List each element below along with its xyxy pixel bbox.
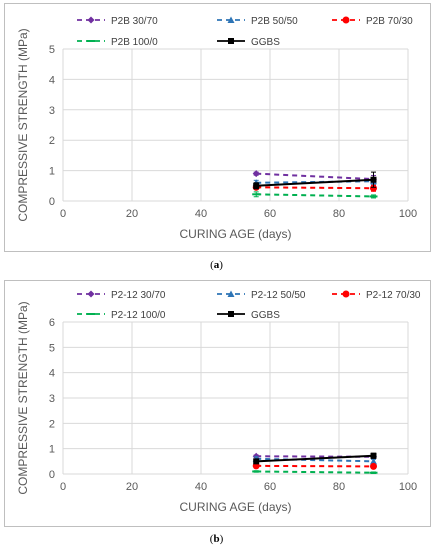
legend-item: P2B 30/70 bbox=[77, 16, 158, 27]
legend-label: P2B 100/0 bbox=[111, 37, 158, 48]
y-tick-label: 1 bbox=[49, 444, 55, 456]
y-axis-title: COMPRESSIVE STRENGTH (MPa) bbox=[16, 301, 30, 494]
series-line bbox=[256, 178, 374, 187]
legend-label: P2-12 30/70 bbox=[111, 290, 166, 301]
caption-b-label: b bbox=[213, 533, 220, 545]
legend-label: P2B 70/30 bbox=[366, 16, 413, 27]
legend-item: P2B 100/0 bbox=[77, 37, 158, 48]
series-line bbox=[256, 457, 374, 463]
y-tick-label: 3 bbox=[49, 105, 55, 117]
legend-item: GGBS bbox=[217, 37, 280, 48]
series-line bbox=[256, 454, 374, 463]
x-tick-label: 100 bbox=[399, 481, 417, 493]
y-tick-label: 6 bbox=[49, 317, 55, 329]
y-tick-label: 2 bbox=[49, 418, 55, 430]
caption-a: (a) bbox=[210, 259, 223, 271]
legend-label: P2-12 100/0 bbox=[111, 310, 166, 321]
y-tick-labels: 0 1 2 3 4 5 bbox=[49, 44, 55, 208]
legend: P2B 30/70 P2B 50/50 P2B 70/30 P2B 100/0 GGBS bbox=[77, 16, 413, 48]
y-tick-label: 3 bbox=[49, 393, 55, 405]
legend-marker bbox=[228, 311, 234, 317]
legend-label: GGBS bbox=[251, 310, 280, 321]
x-tick-label: 0 bbox=[60, 208, 66, 220]
legend-item: GGBS bbox=[217, 310, 280, 321]
x-axis-title: CURING AGE (days) bbox=[179, 500, 291, 514]
legend-label: GGBS bbox=[251, 37, 280, 48]
legend-item: P2B 50/50 bbox=[217, 16, 298, 27]
x-tick-label: 60 bbox=[264, 481, 276, 493]
legend-item: P2B 70/30 bbox=[332, 16, 413, 27]
y-tick-label: 5 bbox=[49, 342, 55, 354]
legend-item: P2-12 70/30 bbox=[332, 290, 421, 301]
series bbox=[252, 462, 377, 470]
x-tick-label: 60 bbox=[264, 208, 276, 220]
legend-item: P2-12 50/50 bbox=[217, 290, 306, 301]
x-tick-label: 100 bbox=[399, 208, 417, 220]
x-tick-label: 40 bbox=[195, 208, 207, 220]
y-tick-label: 2 bbox=[49, 135, 55, 147]
data-point bbox=[370, 452, 377, 459]
x-tick-label: 20 bbox=[126, 208, 138, 220]
x-axis-title: CURING AGE (days) bbox=[179, 227, 291, 241]
data-point bbox=[252, 170, 260, 178]
legend: P2-12 30/70 P2-12 50/50 P2-12 70/30 P2-12 1… bbox=[77, 290, 421, 321]
series bbox=[253, 452, 377, 465]
legend-marker bbox=[227, 16, 235, 23]
y-tick-labels: 0 1 2 3 4 5 6 bbox=[49, 317, 55, 481]
series bbox=[252, 191, 378, 199]
data-point bbox=[370, 184, 377, 192]
legend-label: P2-12 50/50 bbox=[251, 290, 306, 301]
series-line bbox=[256, 193, 374, 198]
legend-item: P2-12 30/70 bbox=[77, 290, 166, 301]
data-point bbox=[370, 457, 377, 465]
chart-b: P2-12 30/70 P2-12 50/50 P2-12 70/30 P2-12 1… bbox=[16, 290, 421, 514]
chart-panel-a: P2B 30/70 P2B 50/50 P2B 70/30 P2B 100/0 GGBS… bbox=[4, 3, 431, 252]
y-tick-label: 0 bbox=[49, 196, 55, 208]
series-line bbox=[256, 186, 374, 190]
series-line bbox=[256, 455, 374, 458]
legend-label: P2-12 70/30 bbox=[366, 290, 421, 301]
data-point bbox=[253, 182, 260, 189]
y-tick-label: 4 bbox=[49, 74, 55, 86]
caption-a-label: a bbox=[213, 259, 220, 271]
gridlines bbox=[62, 48, 409, 202]
legend-marker bbox=[87, 290, 95, 298]
data-point bbox=[370, 462, 377, 470]
data-point bbox=[253, 458, 260, 465]
x-tick-label: 40 bbox=[195, 481, 207, 493]
legend-marker bbox=[342, 16, 350, 24]
legend-marker bbox=[228, 38, 234, 44]
series-line bbox=[256, 470, 374, 474]
y-tick-label: 0 bbox=[49, 469, 55, 481]
data-point bbox=[370, 176, 377, 183]
gridlines bbox=[62, 321, 409, 475]
y-tick-label: 5 bbox=[49, 44, 55, 56]
legend-label: P2B 30/70 bbox=[111, 16, 158, 27]
series-line bbox=[256, 464, 374, 468]
legend-marker bbox=[87, 16, 95, 24]
x-tick-label: 80 bbox=[333, 208, 345, 220]
legend-marker bbox=[227, 290, 235, 297]
y-axis-title: COMPRESSIVE STRENGTH (MPa) bbox=[16, 28, 30, 221]
series bbox=[252, 470, 378, 474]
x-tick-label: 80 bbox=[333, 481, 345, 493]
series-line bbox=[256, 172, 374, 181]
x-tick-label: 20 bbox=[126, 481, 138, 493]
x-tick-labels: 0 20 40 60 80 100 bbox=[60, 481, 417, 493]
chart-a: P2B 30/70 P2B 50/50 P2B 70/30 P2B 100/0 GGBS… bbox=[16, 16, 417, 241]
x-tick-label: 0 bbox=[60, 481, 66, 493]
legend-label: P2B 50/50 bbox=[251, 16, 298, 27]
x-tick-labels: 0 20 40 60 80 100 bbox=[60, 208, 417, 220]
y-tick-label: 4 bbox=[49, 368, 55, 380]
legend-marker bbox=[342, 290, 350, 298]
y-tick-label: 1 bbox=[49, 166, 55, 178]
series bbox=[253, 171, 377, 190]
caption-b: (b) bbox=[209, 533, 224, 545]
chart-panel-b: P2-12 30/70 P2-12 50/50 P2-12 70/30 P2-12 1… bbox=[4, 280, 431, 527]
legend-item: P2-12 100/0 bbox=[77, 310, 166, 321]
